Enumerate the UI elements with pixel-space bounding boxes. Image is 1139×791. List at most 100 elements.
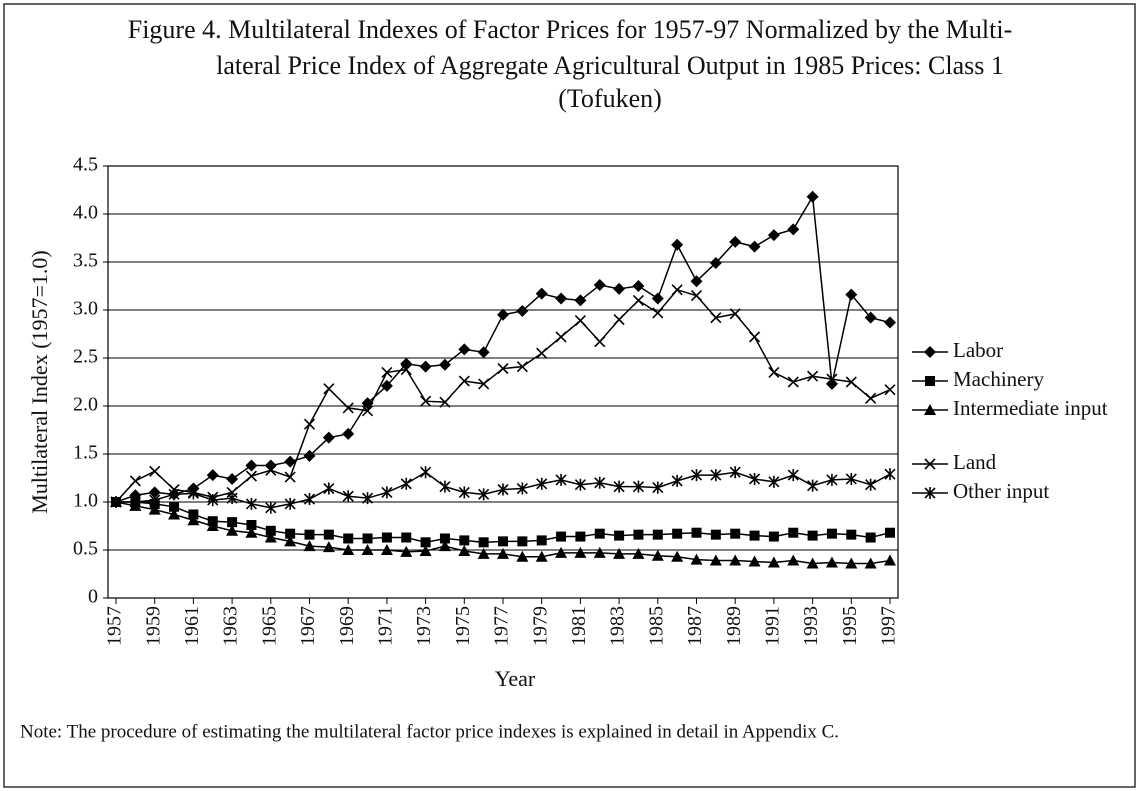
marker xyxy=(788,527,799,538)
x-tick-label: 1975 xyxy=(452,606,474,646)
marker xyxy=(632,294,645,306)
marker xyxy=(864,557,877,569)
marker xyxy=(709,256,722,269)
marker xyxy=(555,546,568,558)
marker xyxy=(343,533,354,544)
x-tick-label: 1987 xyxy=(684,606,706,646)
y-tick-label: 1.5 xyxy=(73,442,98,464)
marker xyxy=(478,537,489,548)
marker xyxy=(729,554,742,566)
marker xyxy=(574,546,587,558)
marker xyxy=(419,544,432,556)
legend-label: Other input xyxy=(953,479,1049,503)
marker xyxy=(322,541,335,553)
marker xyxy=(594,336,606,348)
marker xyxy=(925,376,935,386)
marker xyxy=(303,418,316,430)
marker xyxy=(748,240,761,253)
marker xyxy=(439,533,450,544)
marker xyxy=(439,396,451,408)
marker xyxy=(556,531,567,542)
x-tick-label: 1991 xyxy=(761,606,783,646)
marker xyxy=(342,544,355,555)
legend-label: Labor xyxy=(953,338,1003,362)
marker xyxy=(516,482,528,495)
marker xyxy=(787,469,799,482)
marker xyxy=(206,520,219,531)
marker xyxy=(226,524,239,536)
marker xyxy=(575,531,586,542)
marker xyxy=(729,308,741,320)
marker xyxy=(825,377,838,390)
marker xyxy=(845,472,857,485)
marker xyxy=(652,307,664,319)
marker xyxy=(400,545,413,557)
marker xyxy=(361,544,374,555)
marker xyxy=(419,360,432,373)
y-tick-label: 1.0 xyxy=(73,490,98,512)
marker xyxy=(613,314,625,326)
x-tick-label: 1973 xyxy=(413,606,435,646)
y-tick-label: 2.5 xyxy=(73,346,98,368)
marker xyxy=(729,466,741,479)
marker xyxy=(439,480,451,493)
y-tick-label: 2.0 xyxy=(73,394,98,416)
marker xyxy=(924,404,936,415)
marker xyxy=(516,361,528,373)
chart-title: Figure 4. Multilateral Indexes of Factor… xyxy=(128,15,1013,44)
marker xyxy=(380,379,393,392)
x-tick-label: 1979 xyxy=(529,606,551,646)
marker xyxy=(729,235,742,248)
marker xyxy=(632,480,645,493)
marker xyxy=(845,557,858,569)
marker xyxy=(361,405,374,417)
marker xyxy=(497,362,509,375)
marker xyxy=(710,312,722,324)
marker xyxy=(438,540,451,552)
x-tick-label: 1995 xyxy=(839,606,861,646)
marker xyxy=(187,514,200,526)
marker xyxy=(187,487,199,500)
marker xyxy=(400,477,412,490)
marker xyxy=(613,547,626,559)
marker xyxy=(323,529,334,540)
marker xyxy=(362,533,373,544)
frame xyxy=(3,3,1136,788)
marker xyxy=(246,520,257,531)
marker xyxy=(458,375,470,387)
marker xyxy=(748,555,761,567)
marker xyxy=(206,469,219,482)
marker xyxy=(865,478,877,491)
marker xyxy=(458,343,471,356)
x-tick-label: 1959 xyxy=(142,606,164,646)
legend-label: Machinery xyxy=(953,367,1044,391)
x-axis-label: Year xyxy=(495,666,536,691)
marker xyxy=(148,503,161,515)
series-line xyxy=(115,288,891,503)
marker xyxy=(226,472,239,485)
marker xyxy=(768,475,780,488)
marker xyxy=(304,529,315,540)
plot-frame xyxy=(107,165,899,599)
x-tick-label: 1993 xyxy=(800,606,822,646)
marker xyxy=(264,531,277,543)
marker xyxy=(265,464,277,476)
marker xyxy=(555,292,568,305)
marker xyxy=(342,490,354,503)
marker xyxy=(671,238,684,251)
x-tick-label: 1961 xyxy=(181,606,203,646)
marker xyxy=(845,288,858,301)
marker xyxy=(381,532,392,543)
x-tick-label: 1963 xyxy=(220,606,242,646)
marker xyxy=(652,481,664,494)
marker xyxy=(497,483,509,496)
marker xyxy=(458,544,471,556)
y-tick-label: 3.5 xyxy=(73,250,98,272)
marker xyxy=(536,535,547,546)
marker xyxy=(826,473,838,486)
y-tick-label: 0.5 xyxy=(73,538,98,560)
marker xyxy=(574,314,586,327)
y-tick-label: 3.0 xyxy=(73,298,98,320)
marker xyxy=(536,477,548,490)
y-tick-label: 0 xyxy=(88,586,98,608)
